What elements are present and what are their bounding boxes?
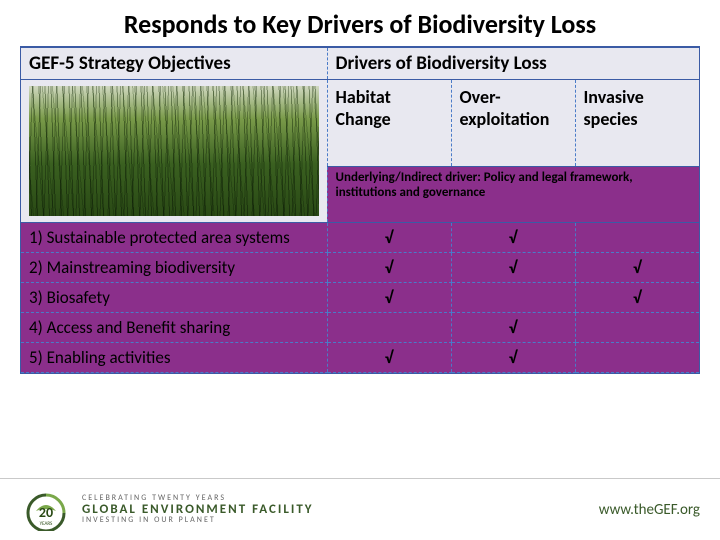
check-cell: √ [575,283,699,313]
check-cell: √ [451,223,575,253]
matrix-table: GEF-5 Strategy Objectives Drivers of Bio… [20,46,700,374]
table-header-row: GEF-5 Strategy Objectives Drivers of Bio… [21,48,699,80]
underlying-driver-note: Underlying/Indirect driver: Policy and l… [327,166,699,222]
brand-line2: GLOBAL ENVIRONMENT FACILITY [82,503,314,517]
objective-label: 1) Sustainable protected area systems [21,223,327,253]
driver-subheader-row: Habitat Change Over-exploitation Invasiv… [21,80,699,167]
check-cell [575,313,699,343]
check-cell [327,313,451,343]
footer: 20 YEARS CELEBRATING TWENTY YEARS GLOBAL… [0,478,720,540]
objective-label: 5) Enabling activities [21,343,327,373]
check-cell: √ [451,343,575,373]
footer-url: www.theGEF.org [599,501,700,519]
header-objectives: GEF-5 Strategy Objectives [21,48,327,80]
table-row: 5) Enabling activities √ √ [21,343,699,373]
check-cell [451,283,575,313]
objective-label: 2) Mainstreaming biodiversity [21,253,327,283]
check-cell: √ [327,223,451,253]
objective-label: 4) Access and Benefit sharing [21,313,327,343]
check-cell [575,343,699,373]
check-cell: √ [451,313,575,343]
driver-col-habitat: Habitat Change [327,80,451,167]
check-cell: √ [327,253,451,283]
brand-text: CELEBRATING TWENTY YEARS GLOBAL ENVIRONM… [82,494,314,524]
brand-line3: INVESTING IN OUR PLANET [82,516,314,524]
header-drivers: Drivers of Biodiversity Loss [327,48,699,80]
driver-col-invasive: Invasive species [575,80,699,167]
check-cell: √ [575,253,699,283]
gef-logo-icon: 20 YEARS [20,489,72,531]
grass-photo [21,80,327,223]
check-cell: √ [327,343,451,373]
table-row: 1) Sustainable protected area systems √ … [21,223,699,253]
objective-label: 3) Biosafety [21,283,327,313]
table-row: 2) Mainstreaming biodiversity √ √ √ [21,253,699,283]
table-row: 3) Biosafety √ √ [21,283,699,313]
slide-title: Responds to Key Drivers of Biodiversity … [0,0,720,44]
check-cell: √ [327,283,451,313]
table-row: 4) Access and Benefit sharing √ [21,313,699,343]
anniversary-sub: YEARS [40,521,53,527]
check-cell: √ [451,253,575,283]
check-cell [575,223,699,253]
anniversary-number: 20 [39,504,53,521]
driver-col-overexploitation: Over-exploitation [451,80,575,167]
